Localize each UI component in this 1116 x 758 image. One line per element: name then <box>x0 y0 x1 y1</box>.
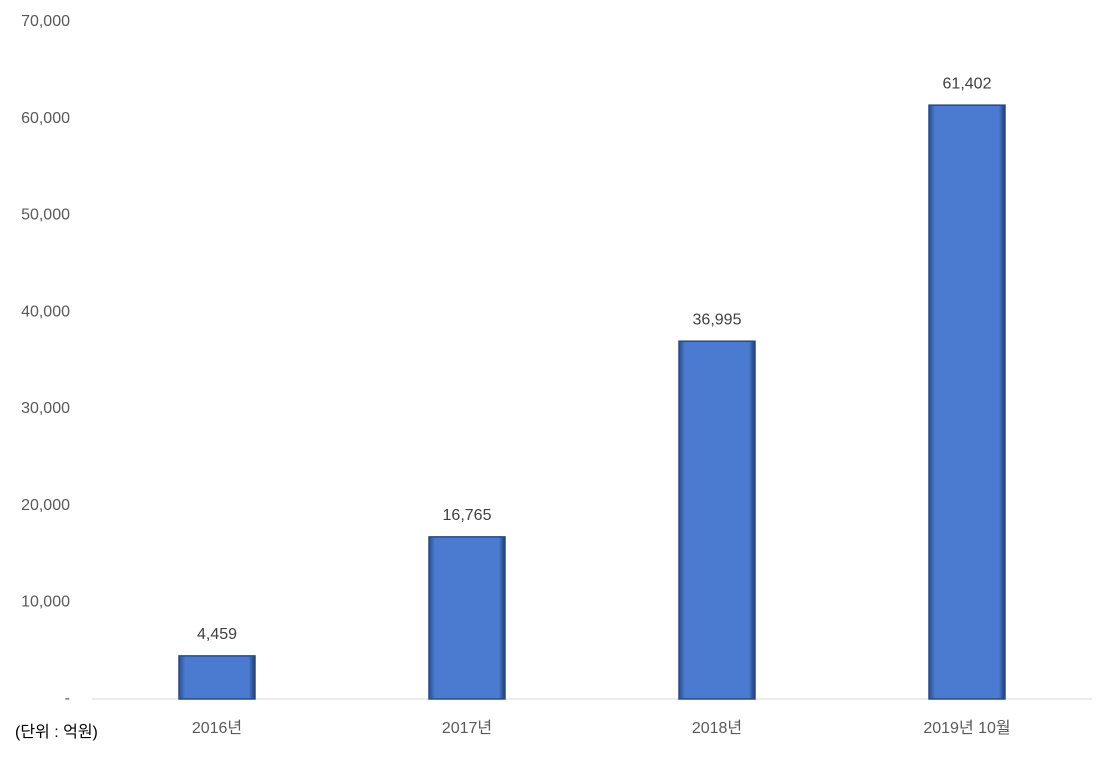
y-tick-label: 20,000 <box>21 497 70 514</box>
data-label: 4,459 <box>197 626 237 643</box>
y-tick-label: 50,000 <box>21 207 70 224</box>
x-tick-label: 2016년 <box>192 719 242 737</box>
data-label: 36,995 <box>693 311 742 328</box>
x-tick-label: 2019년 10월 <box>923 719 1010 737</box>
bar <box>178 655 256 700</box>
y-tick-label: 10,000 <box>21 594 70 611</box>
bar <box>928 104 1006 700</box>
y-tick-label: 30,000 <box>21 400 70 417</box>
x-tick-label: 2018년 <box>692 719 742 737</box>
y-tick-label: - <box>65 690 70 707</box>
data-label: 16,765 <box>443 507 492 524</box>
x-tick-label: 2017년 <box>442 719 492 737</box>
unit-note: (단위 : 억원) <box>15 723 98 741</box>
bar <box>678 340 756 700</box>
bar <box>428 536 506 700</box>
data-label: 61,402 <box>943 75 992 92</box>
y-tick-label: 40,000 <box>21 303 70 320</box>
y-tick-label: 60,000 <box>21 110 70 127</box>
y-tick-label: 70,000 <box>21 13 70 30</box>
